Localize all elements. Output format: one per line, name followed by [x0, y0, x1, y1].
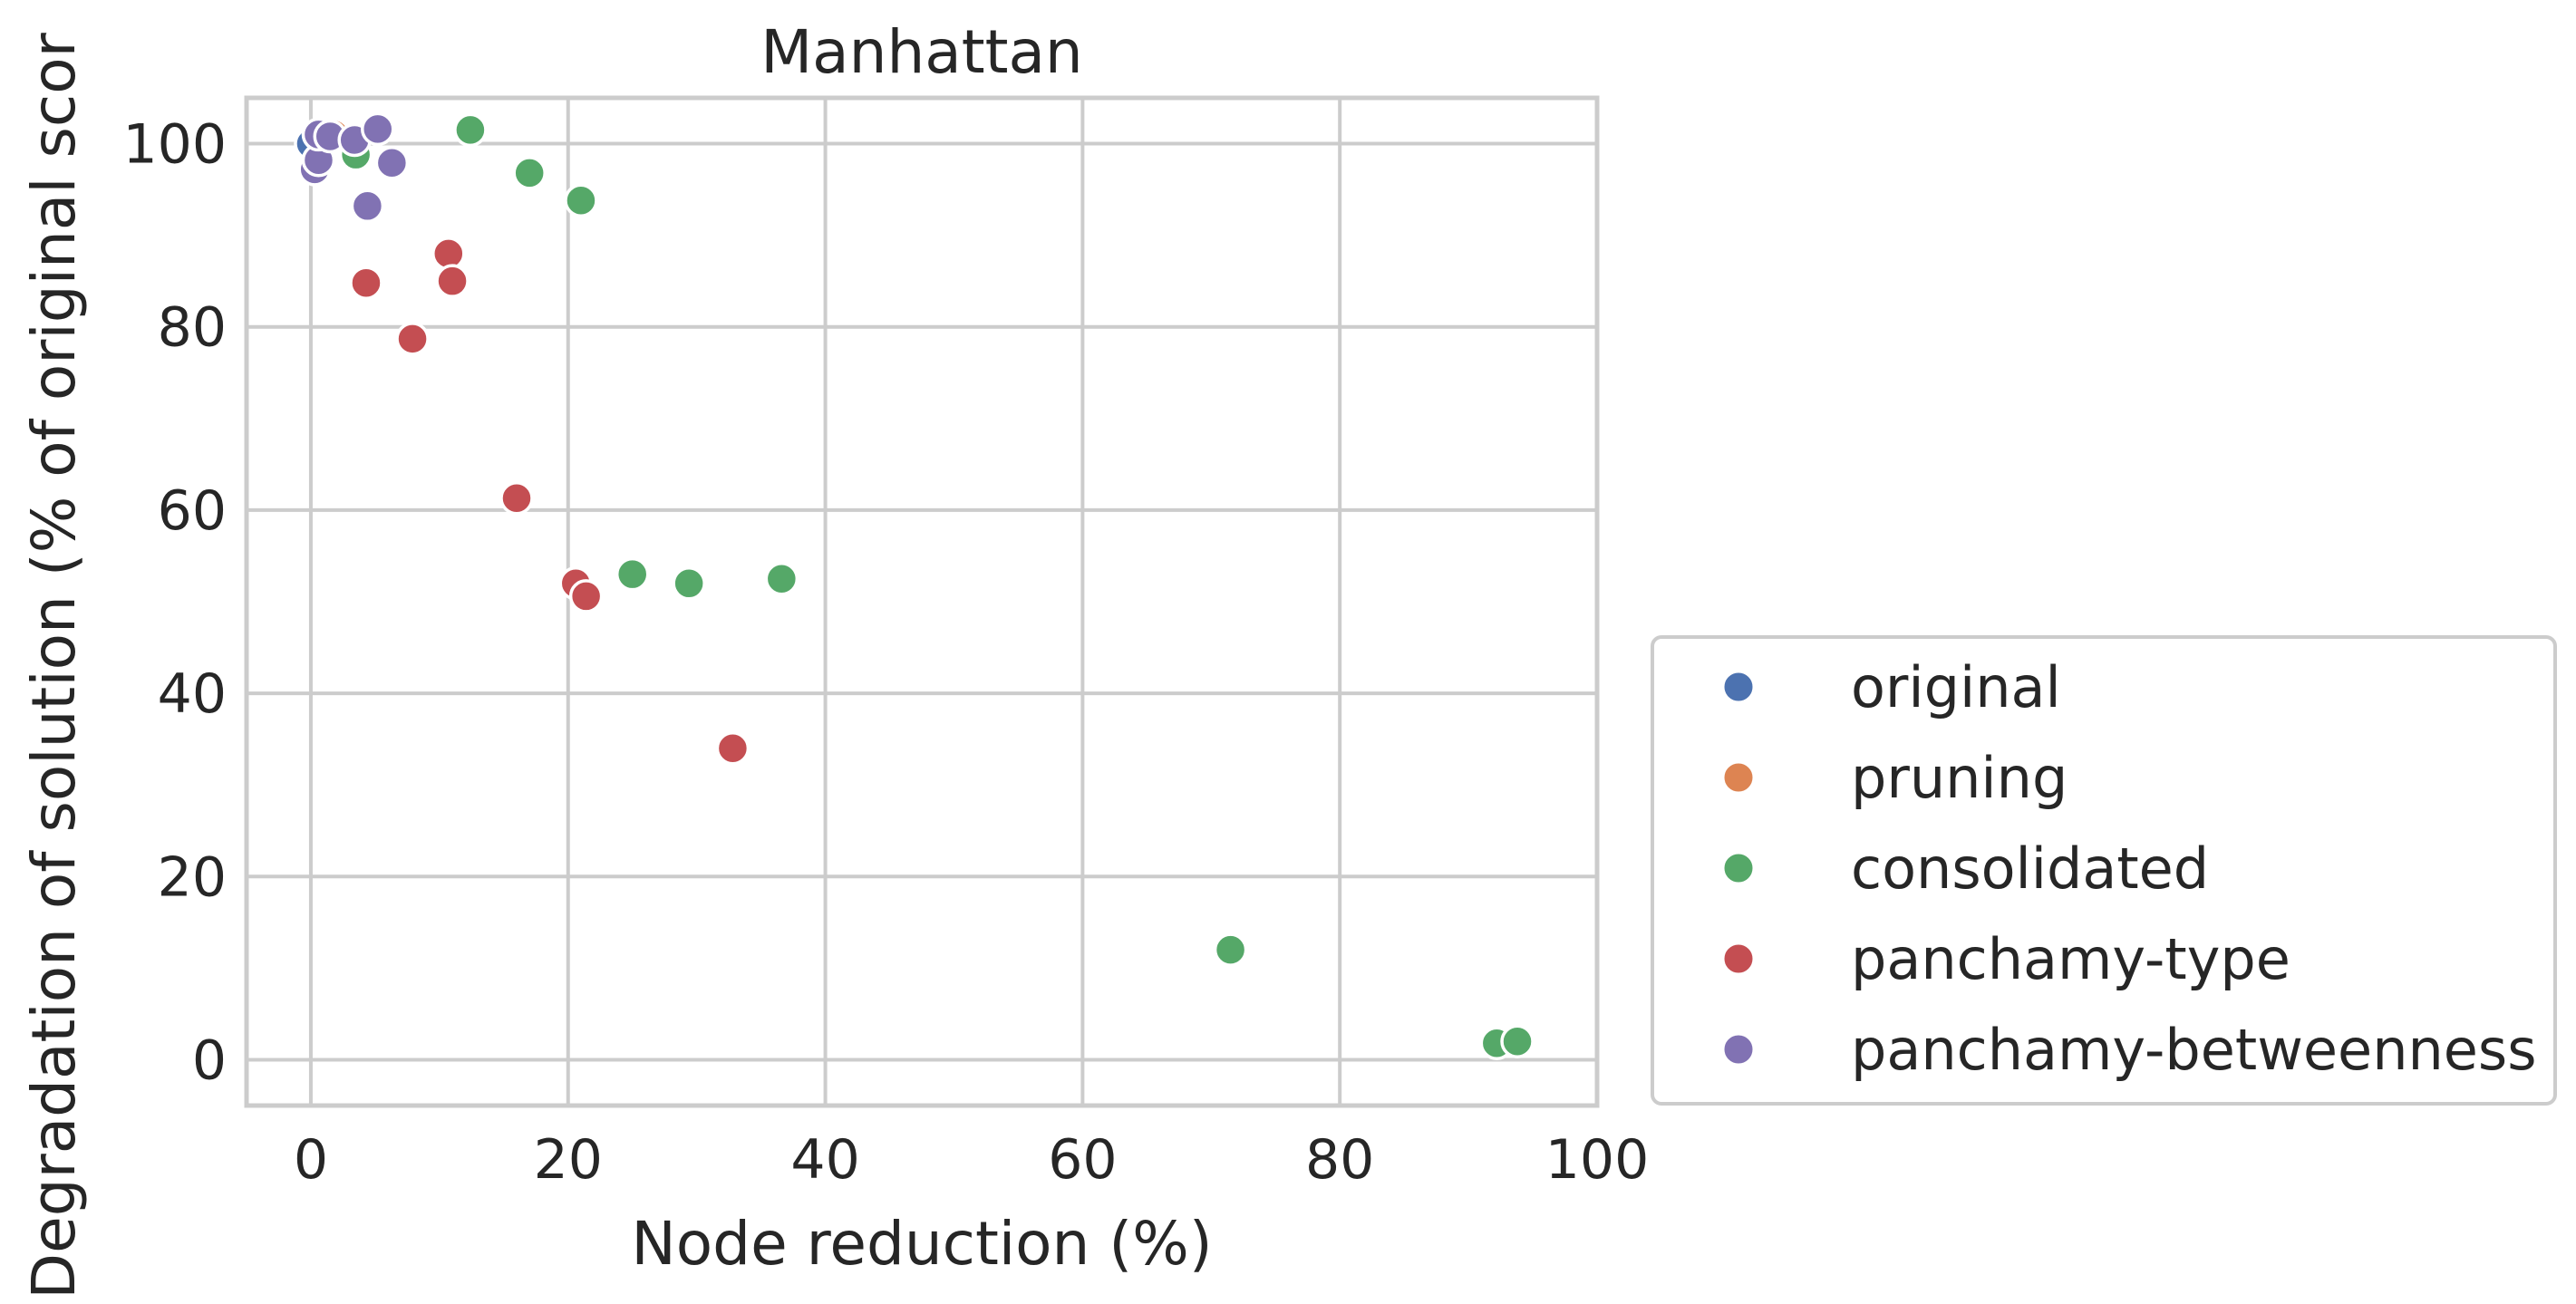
tick-labels: 0 20 40 60 80 100 0 20 40 60 80 100: [122, 113, 1649, 1192]
legend-marker-original: [1721, 670, 1756, 704]
y-tick-label: 60: [158, 479, 227, 543]
legend-marker-consolidated: [1721, 851, 1756, 885]
legend-label-original: original: [1851, 654, 2061, 720]
plot-frame: [244, 95, 1600, 1108]
y-tick-label: 100: [122, 113, 227, 177]
point-consolidated: [512, 156, 547, 190]
point-panchamy-type: [435, 264, 470, 298]
legend-frame: [1651, 635, 2557, 1106]
y-axis-label: Degradation of solution (% of original s…: [19, 32, 89, 1299]
point-consolidated: [453, 112, 488, 148]
y-tick-label: 0: [192, 1029, 227, 1092]
point-panchamy-betweenness: [374, 146, 410, 180]
y-tick-label: 40: [158, 662, 227, 726]
point-panchamy-type: [349, 266, 383, 300]
point-panchamy-type: [431, 237, 466, 271]
point-panchamy-betweenness: [360, 111, 395, 147]
y-tick-label: 20: [158, 845, 227, 909]
legend-marker-pruning: [1721, 760, 1756, 795]
legend-label-pruning: pruning: [1851, 745, 2068, 811]
point-consolidated: [615, 556, 650, 592]
chart-title: Manhattan: [760, 17, 1083, 87]
point-consolidated: [564, 183, 598, 217]
x-tick-label: 60: [1048, 1128, 1117, 1192]
x-tick-label: 0: [294, 1128, 328, 1192]
x-tick-label: 40: [790, 1128, 859, 1192]
point-panchamy-type: [715, 730, 751, 766]
legend-label-consolidated: consolidated: [1851, 836, 2209, 902]
legend-marker-panchamy-betweenness: [1721, 1032, 1756, 1067]
point-consolidated: [672, 566, 706, 601]
x-tick-label: 80: [1305, 1128, 1374, 1192]
y-tick-label: 80: [158, 296, 227, 360]
x-axis-label: Node reduction (%): [631, 1209, 1212, 1279]
legend-label-panchamy-betweenness: panchamy-betweenness: [1851, 1017, 2537, 1083]
x-tick-label: 100: [1545, 1128, 1650, 1192]
legend: original pruning consolidated panchamy-type…: [1651, 635, 2557, 1106]
legend-marker-panchamy-type: [1721, 942, 1756, 976]
data-points: [294, 111, 1535, 1061]
point-panchamy-type: [568, 579, 604, 613]
x-tick-label: 20: [534, 1128, 603, 1192]
point-consolidated: [1500, 1024, 1535, 1058]
point-panchamy-type: [499, 481, 534, 516]
point-consolidated: [764, 561, 799, 596]
point-consolidated: [1213, 932, 1248, 967]
point-panchamy-betweenness: [350, 188, 385, 224]
point-panchamy-type: [395, 322, 430, 356]
legend-label-panchamy-type: panchamy-type: [1851, 926, 2290, 992]
